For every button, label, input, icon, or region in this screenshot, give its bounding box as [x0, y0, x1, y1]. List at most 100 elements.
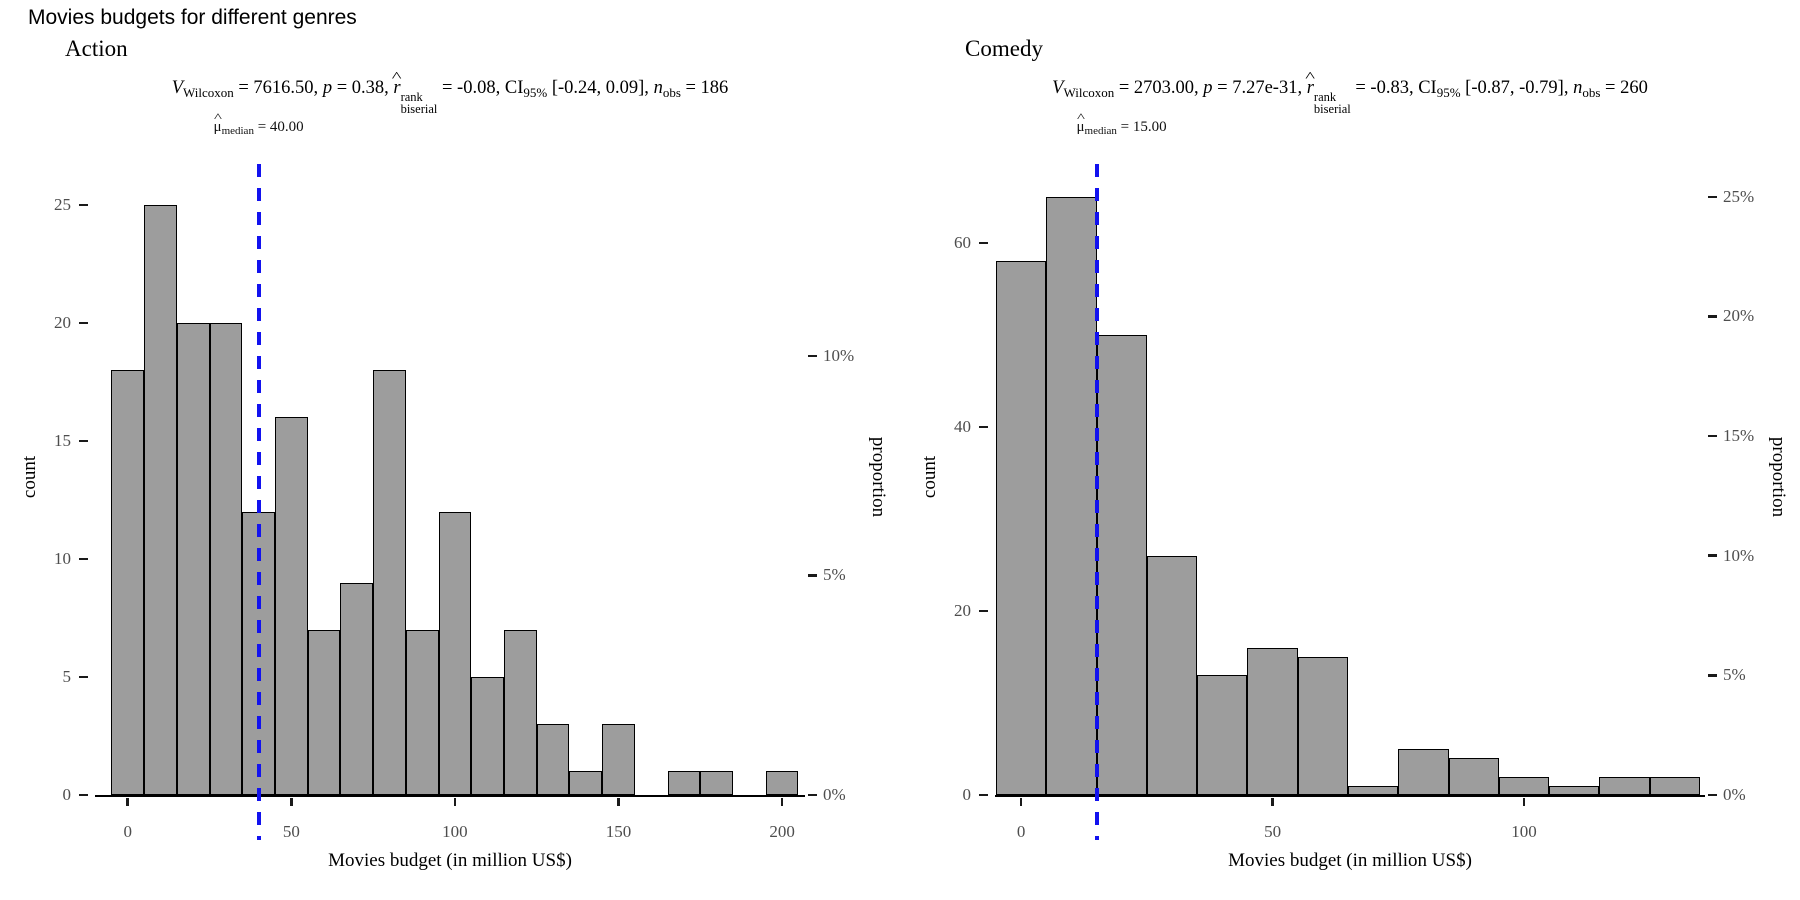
proportion-tick-mark: [1708, 554, 1717, 557]
histogram-bar: [144, 204, 177, 795]
histogram-bar: [1096, 334, 1147, 795]
proportion-tick-label: 5%: [823, 565, 846, 585]
proportion-tick-label: 10%: [823, 345, 855, 365]
hat-icon: ^: [213, 112, 222, 125]
x-tick-mark: [1019, 798, 1023, 806]
histogram-bar: [700, 771, 734, 795]
proportion-tick-mark: [1708, 434, 1717, 438]
proportion-tick-label: 5%: [1723, 665, 1746, 685]
stat-v-subscript: Wilcoxon: [183, 85, 234, 100]
histogram-bar: [765, 771, 799, 795]
y-tick-mark: [79, 321, 88, 325]
secondary-y-axis-title: proportion: [1768, 436, 1789, 518]
x-tick-label: 200: [769, 822, 795, 841]
y-tick-label: 15: [54, 430, 71, 450]
x-tick-label: 100: [442, 822, 468, 841]
y-tick-label: 20: [954, 600, 971, 620]
hat-icon: ^: [1305, 69, 1316, 85]
stat-r-supsub: rank biserial: [1313, 90, 1351, 116]
x-tick-label: 0: [123, 822, 132, 841]
stat-ci-subscript: 95%: [523, 85, 548, 100]
histogram-bar: [1549, 785, 1600, 795]
hat-icon: ^: [392, 69, 402, 85]
proportion-tick-mark: [808, 574, 817, 577]
x-tick-label: 150: [605, 822, 632, 841]
y-tick-label: 25: [54, 194, 71, 214]
stat-p-value: = 0.38,: [332, 78, 394, 98]
y-tick-label: 20: [54, 312, 71, 332]
stat-v-symbol: V: [171, 78, 183, 98]
median-annotation: ^ μmedian = 40.00: [213, 112, 304, 137]
y-tick-label: 5: [62, 666, 72, 686]
x-axis-title: Movies budget (in million US$): [328, 850, 572, 871]
mu-symbol: ^ μ: [1076, 112, 1085, 135]
histogram-bar: [438, 511, 472, 795]
proportion-tick-mark: [808, 354, 817, 358]
stat-n-subscript: obs: [1582, 85, 1601, 100]
proportion-tick-mark: [1708, 793, 1717, 797]
histogram-bar: [1046, 196, 1097, 795]
median-value: = 15.00: [1116, 119, 1167, 135]
proportion-tick-mark: [1708, 195, 1717, 199]
histogram-bar: [1398, 748, 1449, 795]
histogram-bar: [536, 724, 570, 795]
x-axis-title: Movies budget (in million US$): [1228, 850, 1472, 871]
stat-r-symbol: ^ r: [392, 69, 402, 98]
y-tick-mark: [79, 675, 88, 679]
y-tick-mark: [979, 609, 988, 613]
stat-r-symbol: ^ r: [1305, 69, 1316, 98]
y-tick-label: 0: [62, 785, 72, 804]
x-tick-mark: [617, 798, 620, 806]
secondary-y-axis-title: proportion: [868, 436, 889, 518]
stats-subtitle: VWilcoxon = 7616.50, p = 0.38, ^ r rank bis…: [171, 69, 729, 116]
panel-title: Action: [65, 36, 128, 61]
histogram-bar: [602, 724, 635, 795]
histogram-bar: [503, 629, 537, 795]
stat-v-value: = 7616.50,: [233, 78, 323, 98]
y-tick-mark: [79, 203, 88, 207]
y-tick-mark: [979, 425, 988, 429]
plot-area: 0 50 100 150 200 0 5 10 15 20 25 0% 5% 10%: [54, 160, 854, 841]
histogram-bar: [996, 261, 1047, 795]
x-tick-label: 0: [1016, 822, 1026, 841]
median-subscript: median: [221, 125, 254, 137]
hat-icon: ^: [1076, 112, 1085, 125]
stat-p-symbol: p: [1203, 78, 1213, 98]
stat-ci-symbol: CI: [1418, 78, 1437, 98]
mu-symbol: ^ μ: [213, 112, 222, 135]
stat-v-subscript: Wilcoxon: [1063, 85, 1115, 100]
y-tick-label: 0: [962, 785, 972, 804]
histogram-bar: [569, 771, 603, 795]
stats-subtitle: VWilcoxon = 2703.00, p = 7.27e-31, ^ r ran…: [1052, 69, 1648, 116]
histogram-bar: [1448, 758, 1499, 795]
x-tick-label: 50: [1264, 822, 1282, 841]
y-tick-mark: [979, 793, 988, 797]
panel-title: Comedy: [965, 36, 1043, 61]
histogram-bar: [1297, 656, 1348, 795]
figure-title: Movies budgets for different genres: [28, 6, 357, 29]
histogram-bar: [111, 370, 145, 795]
median-value: = 40.00: [253, 119, 304, 135]
y-tick-label: 10: [54, 548, 71, 568]
histogram-bar: [1247, 647, 1298, 795]
proportion-tick-label: 0%: [823, 785, 846, 804]
proportion-tick-mark: [808, 793, 817, 797]
x-tick-mark: [126, 798, 129, 806]
stat-r-value: = -0.08,: [437, 78, 505, 98]
stat-n-value: = 260: [1600, 78, 1648, 98]
histogram-bar: [1649, 776, 1700, 795]
stat-p-symbol: p: [322, 78, 333, 98]
stat-v-value: = 2703.00,: [1114, 78, 1204, 98]
proportion-tick-label: 10%: [1723, 545, 1755, 565]
x-tick-mark: [290, 798, 293, 806]
plot-area: 0 50 100 0 20 40 60 0% 5% 10% 15% 20% 25%: [954, 160, 1754, 841]
proportion-tick-mark: [1708, 674, 1717, 677]
stat-r-supsub: rank biserial: [400, 90, 438, 116]
median-line: [256, 164, 261, 840]
histogram-bar: [274, 417, 308, 795]
stat-ci-value: [-0.24, 0.09],: [547, 78, 654, 98]
stat-n-symbol: n: [1573, 78, 1583, 98]
median-subscript: median: [1084, 125, 1117, 137]
stat-n-symbol: n: [653, 78, 663, 98]
y-tick-mark: [79, 439, 88, 443]
